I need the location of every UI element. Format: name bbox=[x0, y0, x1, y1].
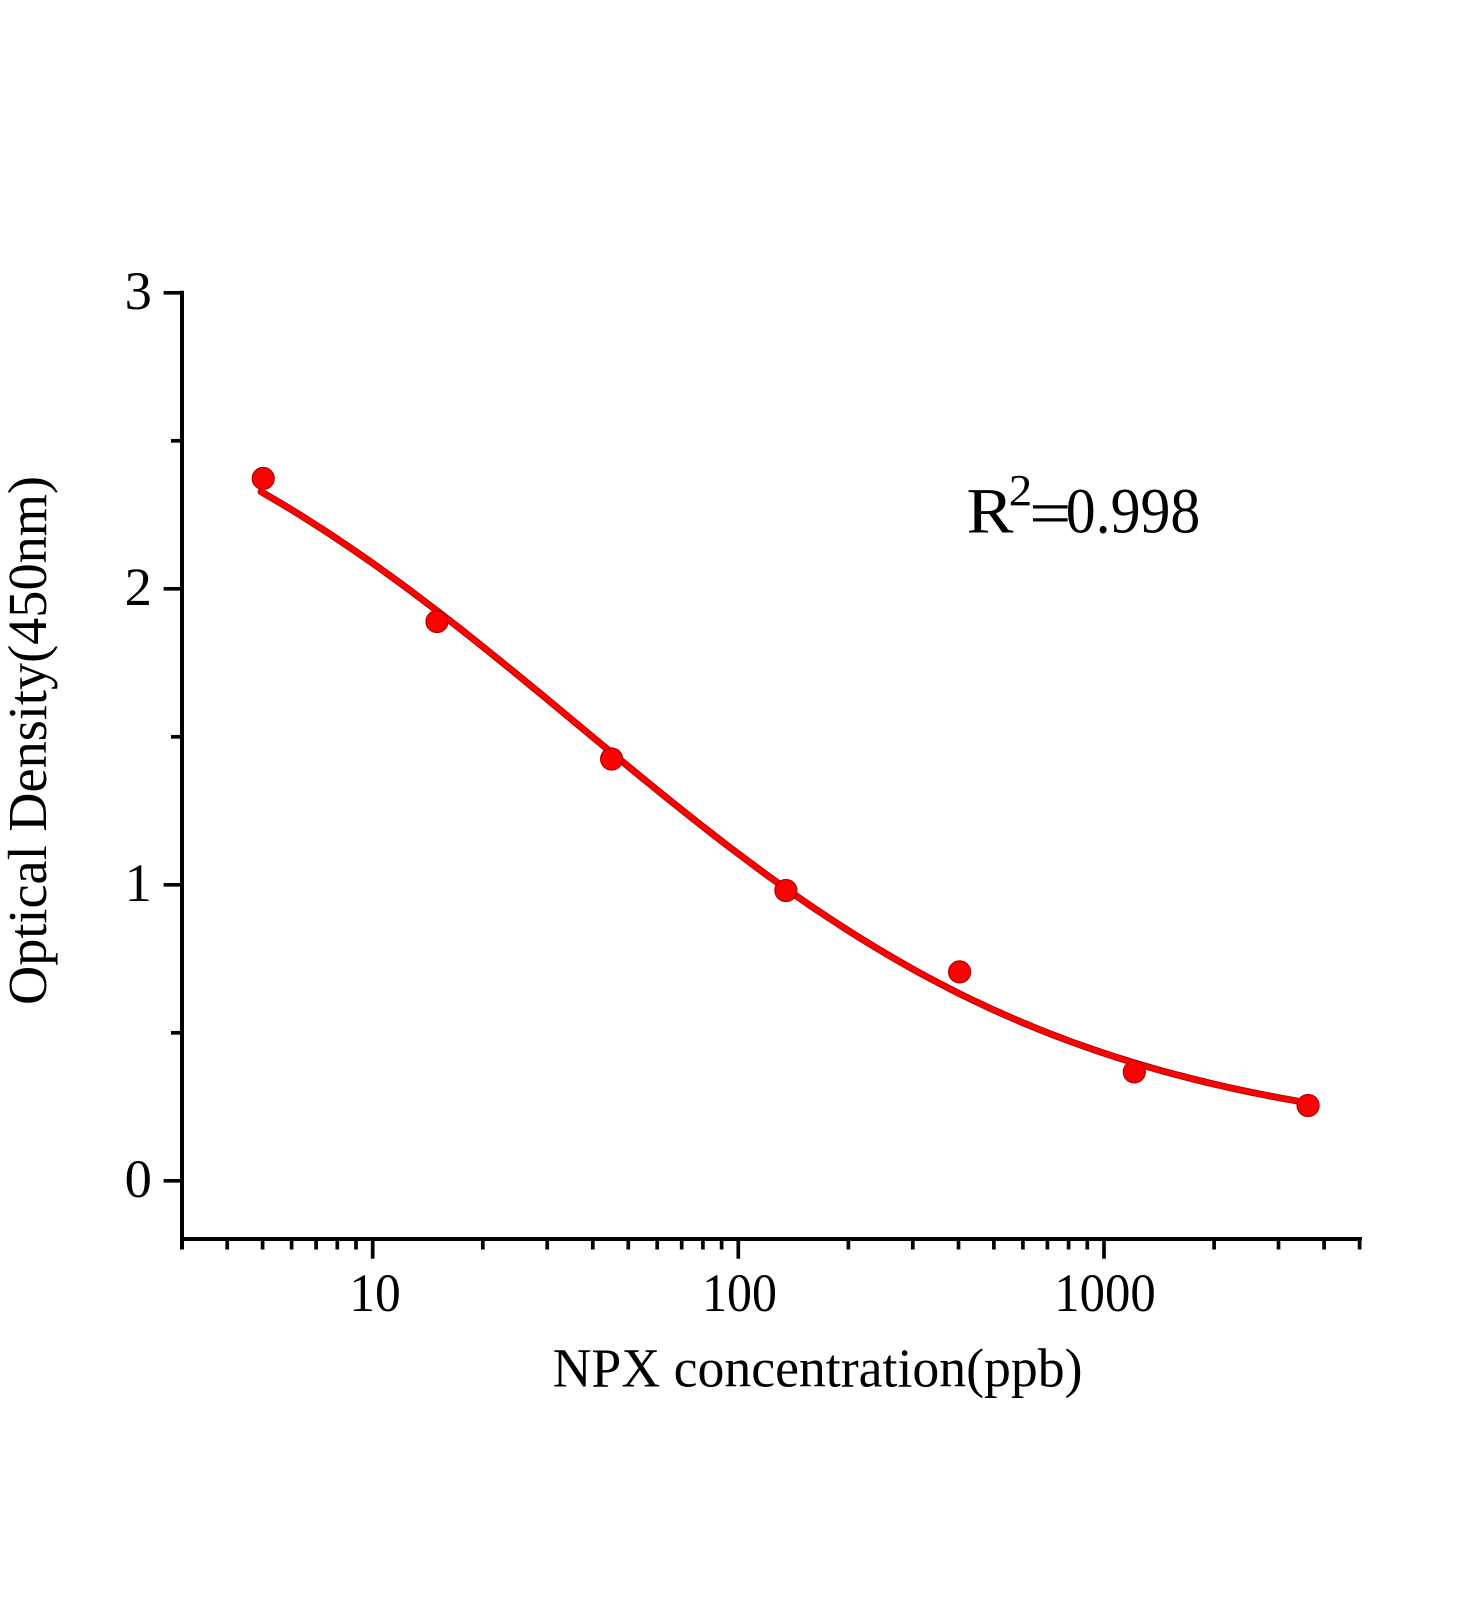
svg-text:100: 100 bbox=[702, 1262, 777, 1323]
svg-text:R: R bbox=[967, 476, 1015, 548]
svg-text:1000: 1000 bbox=[1054, 1262, 1155, 1323]
svg-text:3: 3 bbox=[125, 260, 152, 321]
svg-text:10: 10 bbox=[349, 1262, 401, 1323]
svg-text:0: 0 bbox=[125, 1148, 152, 1209]
svg-text:1: 1 bbox=[125, 852, 152, 913]
svg-text:2: 2 bbox=[1009, 466, 1033, 515]
svg-text:Optical Density(450nm): Optical Density(450nm) bbox=[0, 476, 58, 1005]
svg-text:NPX concentration(ppb): NPX concentration(ppb) bbox=[553, 1338, 1083, 1399]
svg-text:=: = bbox=[1029, 478, 1071, 550]
svg-text:0.998: 0.998 bbox=[1066, 476, 1201, 548]
svg-text:2: 2 bbox=[125, 556, 152, 617]
